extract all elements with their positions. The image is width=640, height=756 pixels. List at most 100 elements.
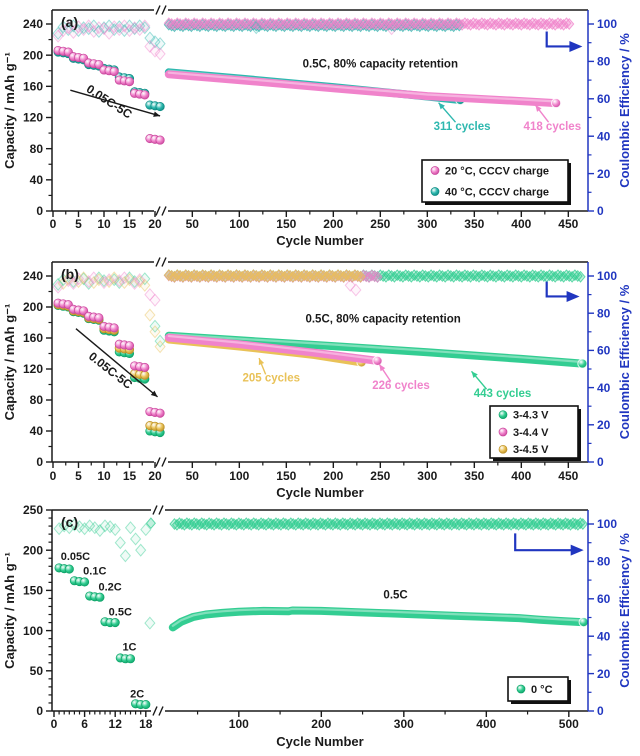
panel-b-chart: 0 40 80 120 160 200 240 0 20 40 60 80 100 0 5 10 15 20 50 1… <box>2 257 632 500</box>
svg-text:450: 450 <box>558 217 578 231</box>
svg-text:100: 100 <box>597 17 617 31</box>
svg-text:40: 40 <box>30 424 44 438</box>
efficiency-scatter <box>52 19 262 51</box>
svg-text:0: 0 <box>597 704 604 718</box>
plot-data-c <box>53 517 589 710</box>
cycling-line <box>168 606 589 632</box>
cycling-line <box>164 333 383 366</box>
plot-data-a <box>52 17 575 145</box>
svg-text:200: 200 <box>323 217 343 231</box>
svg-text:0: 0 <box>51 717 58 731</box>
svg-text:350: 350 <box>464 217 484 231</box>
svg-text:500: 500 <box>559 717 579 731</box>
y-axis-title: Capacity / mAh g⁻¹ <box>2 304 17 421</box>
y-axis-title: Capacity / mAh g⁻¹ <box>2 552 17 669</box>
panel-label: (c) <box>61 514 78 530</box>
svg-text:120: 120 <box>23 362 43 376</box>
svg-text:200: 200 <box>23 48 43 62</box>
annotation-text: 0.1C <box>83 565 106 577</box>
x-axis-title: Cycle Number <box>276 734 363 749</box>
rate-step-markers <box>54 563 151 710</box>
svg-text:100: 100 <box>229 217 249 231</box>
x-axis-title: Cycle Number <box>276 233 363 248</box>
svg-text:300: 300 <box>417 469 437 483</box>
right-axis-title: Coulombic Efficiency / % <box>617 284 632 439</box>
svg-text:50: 50 <box>186 217 200 231</box>
axes-a: 0 40 80 120 160 200 240 0 20 40 60 80 100 0 5 10 15 20 50 1… <box>2 5 632 248</box>
svg-text:6: 6 <box>81 717 88 731</box>
legend-label: 3-4.5 V <box>513 444 549 456</box>
svg-text:100: 100 <box>597 269 617 283</box>
svg-text:80: 80 <box>30 142 44 156</box>
panel-label: (a) <box>61 14 78 30</box>
svg-text:450: 450 <box>558 469 578 483</box>
annotation-text: 443 cycles <box>474 388 532 400</box>
svg-text:18: 18 <box>139 717 153 731</box>
svg-text:20: 20 <box>148 217 162 231</box>
legend-label: 3-4.3 V <box>513 409 549 421</box>
right-axis-title: Coulombic Efficiency / % <box>617 33 632 188</box>
efficiency-axis-arrow-icon <box>570 544 584 556</box>
legend-a: 20 °C, CCCV charge 40 °C, CCCV charge <box>421 159 571 205</box>
annotation-text: 205 cycles <box>242 372 300 384</box>
svg-text:80: 80 <box>597 306 611 320</box>
svg-text:15: 15 <box>123 217 137 231</box>
svg-text:40: 40 <box>597 381 611 395</box>
svg-text:5: 5 <box>75 217 82 231</box>
svg-text:12: 12 <box>109 717 123 731</box>
svg-text:100: 100 <box>23 624 43 638</box>
svg-text:40: 40 <box>30 173 44 187</box>
svg-text:60: 60 <box>597 592 611 606</box>
svg-text:250: 250 <box>370 469 390 483</box>
svg-text:10: 10 <box>97 217 111 231</box>
svg-text:5: 5 <box>75 469 82 483</box>
rate-step-markers <box>53 298 165 418</box>
efficiency-axis-arrow-icon <box>569 40 583 52</box>
svg-text:15: 15 <box>123 469 137 483</box>
efficiency-scatter <box>53 518 156 630</box>
annotation-text: 2C <box>130 688 144 700</box>
svg-text:0: 0 <box>36 455 43 469</box>
svg-text:0: 0 <box>597 204 604 218</box>
right-axis-title: Coulombic Efficiency / % <box>617 533 632 688</box>
legend-b: 3-4.3 V 3-4.4 V 3-4.5 V <box>489 405 581 461</box>
efficiency-scatter <box>52 271 166 348</box>
svg-text:150: 150 <box>23 584 43 598</box>
efficiency-band <box>163 17 575 31</box>
annotation-text: 0.5C <box>109 606 132 618</box>
svg-text:150: 150 <box>276 217 296 231</box>
efficiency-axis-arrow-icon <box>566 290 580 302</box>
axes-c: 0 50 100 150 200 250 0 20 40 60 80 100 0 6 12 18 100 200 3… <box>2 503 632 749</box>
cycling-line <box>164 70 562 109</box>
svg-text:200: 200 <box>323 469 343 483</box>
svg-text:80: 80 <box>597 555 611 569</box>
svg-text:100: 100 <box>597 517 617 531</box>
rate-step-markers <box>53 45 165 145</box>
efficiency-scatter <box>52 271 362 307</box>
svg-text:50: 50 <box>186 469 200 483</box>
svg-text:150: 150 <box>276 469 296 483</box>
svg-text:200: 200 <box>23 300 43 314</box>
svg-text:50: 50 <box>30 664 44 678</box>
efficiency-band <box>145 517 588 531</box>
svg-text:250: 250 <box>370 217 390 231</box>
svg-text:40: 40 <box>597 629 611 643</box>
svg-text:240: 240 <box>23 269 43 283</box>
svg-text:100: 100 <box>229 717 249 731</box>
svg-text:80: 80 <box>30 393 44 407</box>
panel-label: (b) <box>61 266 79 282</box>
efficiency-scatter <box>52 19 398 61</box>
panel-a-chart: 0 40 80 120 160 200 240 0 20 40 60 80 100 0 5 10 15 20 50 1… <box>2 5 632 248</box>
svg-text:250: 250 <box>23 503 43 517</box>
svg-text:400: 400 <box>511 469 531 483</box>
svg-text:300: 300 <box>394 717 414 731</box>
svg-text:240: 240 <box>23 17 43 31</box>
legend-c: 0 °C <box>507 676 571 704</box>
svg-text:400: 400 <box>511 217 531 231</box>
svg-text:0: 0 <box>36 704 43 718</box>
annotation-text: 226 cycles <box>372 380 430 392</box>
svg-text:0: 0 <box>36 204 43 218</box>
axes-b: 0 40 80 120 160 200 240 0 20 40 60 80 100 0 5 10 15 20 50 1… <box>2 257 632 500</box>
svg-text:10: 10 <box>97 469 111 483</box>
svg-text:40: 40 <box>597 129 611 143</box>
